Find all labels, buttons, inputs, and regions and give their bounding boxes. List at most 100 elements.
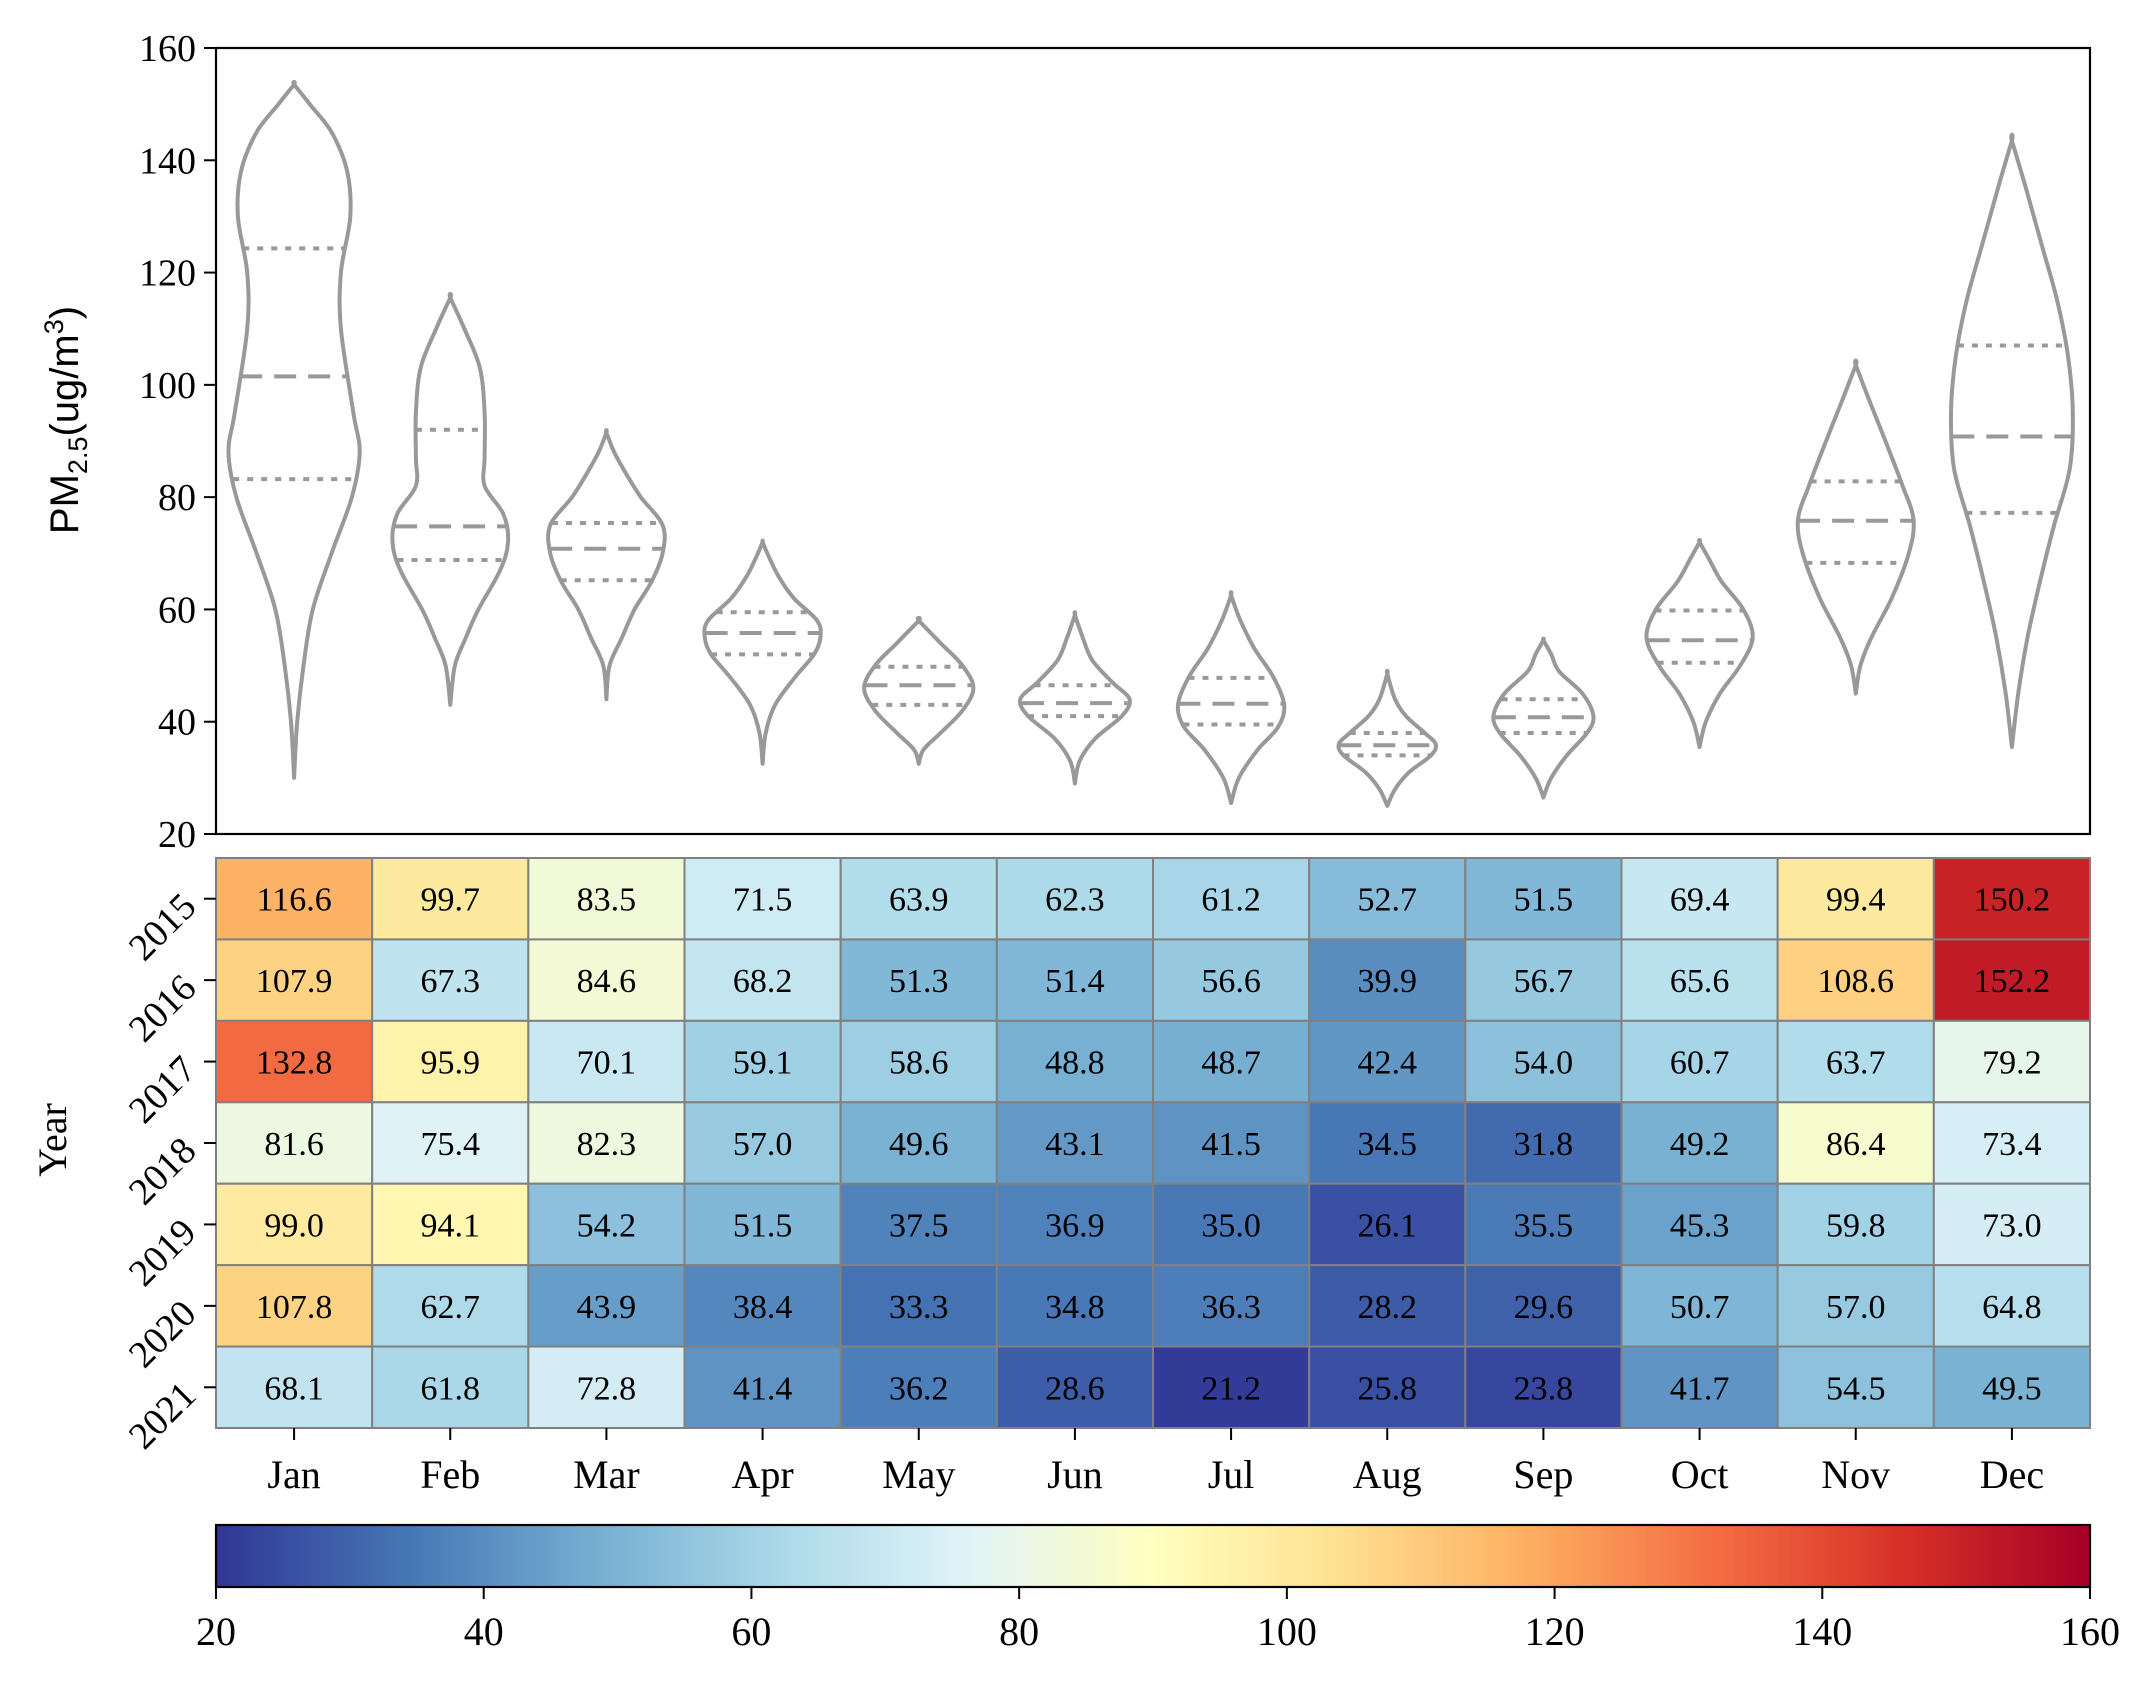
- heatmap-cell: [371, 1264, 530, 1348]
- heatmap-cell-label: 99.7: [421, 882, 481, 919]
- heatmap-cell-label: 49.6: [889, 1126, 949, 1163]
- heatmap-cell: [839, 938, 998, 1022]
- heatmap-cell: [683, 857, 842, 941]
- colorbar-tick-label: 20: [196, 1609, 236, 1654]
- heatmap-y-tick-label: 2017: [121, 1048, 204, 1131]
- heatmap-cell-label: 31.8: [1514, 1126, 1574, 1163]
- violin-nov: [1795, 358, 1916, 696]
- violin-y-tick-label: 40: [158, 702, 196, 744]
- violin-may: [862, 615, 976, 766]
- heatmap-cell: [527, 938, 686, 1022]
- heatmap-x-tick-label: Apr: [731, 1452, 793, 1497]
- heatmap-cell-label: 49.5: [1982, 1370, 2042, 1407]
- heatmap-cell: [527, 1019, 686, 1104]
- violin-y-tick-label: 60: [158, 589, 196, 631]
- heatmap-cell: [215, 1182, 374, 1267]
- heatmap-x-tick-label: Feb: [420, 1452, 480, 1497]
- heatmap-cell-label: 49.2: [1670, 1126, 1730, 1163]
- heatmap-cell-label: 51.3: [889, 963, 949, 1000]
- violin-body: [862, 615, 976, 766]
- heatmap-y-tick-label: 2018: [121, 1130, 204, 1213]
- heatmap-cell: [1464, 1264, 1623, 1348]
- violin-feb: [390, 291, 511, 707]
- heatmap-cell: [1932, 1264, 2092, 1348]
- heatmap-cell-label: 57.0: [733, 1126, 793, 1163]
- heatmap-cell-label: 41.5: [1201, 1126, 1261, 1163]
- violin-y-tick-label: 120: [139, 253, 196, 295]
- heatmap-cell-label: 99.0: [264, 1207, 324, 1244]
- violin-body: [1017, 610, 1132, 786]
- violin-plots: [226, 80, 2075, 808]
- heatmap-cell-label: 41.7: [1670, 1370, 1730, 1407]
- violin-body: [546, 428, 667, 702]
- heatmap-cell: [1152, 857, 1311, 941]
- heatmap-cell-label: 63.7: [1826, 1045, 1886, 1082]
- heatmap-cell-label: 79.2: [1982, 1045, 2042, 1082]
- colorbar-tick-label: 120: [1525, 1609, 1585, 1654]
- heatmap-cell: [1932, 1019, 2092, 1104]
- heatmap-cell-label: 48.7: [1201, 1045, 1261, 1082]
- heatmap-cell-label: 28.2: [1358, 1289, 1418, 1326]
- heatmap-cell-label: 43.9: [577, 1289, 637, 1326]
- heatmap-x-tick-label: Jun: [1047, 1452, 1103, 1497]
- heatmap-cell: [839, 1101, 998, 1185]
- heatmap-cell-label: 81.6: [264, 1126, 324, 1163]
- heatmap-cell-label: 29.6: [1514, 1289, 1574, 1326]
- heatmap-cell-label: 67.3: [421, 963, 481, 1000]
- heatmap-cell-label: 35.5: [1514, 1207, 1574, 1244]
- heatmap-cell-label: 36.3: [1201, 1289, 1261, 1326]
- heatmap-cell: [1308, 1182, 1467, 1267]
- colorbar-tick-label: 100: [1257, 1609, 1317, 1654]
- heatmap-cell-label: 99.4: [1826, 882, 1886, 919]
- heatmap-cell-label: 42.4: [1358, 1045, 1418, 1082]
- heatmap-cell-label: 23.8: [1514, 1370, 1574, 1407]
- heatmap-cell-label: 28.6: [1045, 1370, 1105, 1407]
- heatmap-cell-label: 69.4: [1670, 882, 1730, 919]
- heatmap-cell-label: 26.1: [1358, 1207, 1418, 1244]
- violin-y-axis-label: PM2.5(ug/m3): [39, 306, 93, 534]
- heatmap-cell: [839, 1264, 998, 1348]
- heatmap-y-tick-label: 2019: [121, 1211, 204, 1294]
- heatmap-cell-label: 63.9: [889, 882, 949, 919]
- heatmap-cell-label: 45.3: [1670, 1207, 1730, 1244]
- heatmap-cell-label: 82.3: [577, 1126, 637, 1163]
- heatmap-cell-label: 83.5: [577, 882, 637, 919]
- heatmap-cell-label: 73.0: [1982, 1207, 2042, 1244]
- heatmap-cell: [995, 857, 1154, 941]
- heatmap-x-tick-label: Aug: [1353, 1452, 1422, 1497]
- heatmap-cell-label: 65.6: [1670, 963, 1730, 1000]
- heatmap-cell: [1308, 1101, 1467, 1185]
- heatmap-x-tick-label: Jul: [1208, 1452, 1255, 1497]
- heatmap-cell-label: 59.8: [1826, 1207, 1886, 1244]
- heatmap-cell: [527, 1182, 686, 1267]
- colorbar-tick-label: 60: [731, 1609, 771, 1654]
- violin-body: [1336, 668, 1439, 808]
- heatmap-cell: [683, 1182, 842, 1267]
- colorbar-tick-label: 80: [999, 1609, 1039, 1654]
- violin-body: [1948, 132, 2075, 749]
- heatmap-cell-label: 75.4: [421, 1126, 481, 1163]
- colorbar-ticks: 20 40 60 80 100 120 140 160: [196, 1587, 2120, 1654]
- heatmap-cell-label: 57.0: [1826, 1289, 1886, 1326]
- heatmap-cell-label: 60.7: [1670, 1045, 1730, 1082]
- heatmap-cell-label: 94.1: [421, 1207, 481, 1244]
- heatmap-cell-label: 39.9: [1358, 963, 1418, 1000]
- heatmap-cell-label: 34.5: [1358, 1126, 1418, 1163]
- heatmap-cell-label: 71.5: [733, 882, 793, 919]
- heatmap-cell: [1464, 1182, 1623, 1267]
- heatmap-x-tick-label: May: [882, 1452, 955, 1497]
- heatmap-cell: [1620, 1182, 1779, 1267]
- heatmap-y-tick-label: 2016: [121, 967, 204, 1050]
- heatmap-cell-label: 107.8: [256, 1289, 333, 1326]
- heatmap-cell: [995, 1264, 1154, 1348]
- heatmap-cell-label: 95.9: [421, 1045, 481, 1082]
- heatmap-cell-label: 116.6: [256, 882, 331, 919]
- violin-oct: [1644, 538, 1755, 749]
- violin-y-axis: 20 40 60 80 100 120 140 160: [139, 28, 216, 856]
- heatmap-cell-label: 107.9: [256, 963, 333, 1000]
- heatmap-cell: [1620, 1345, 1779, 1429]
- heatmap-cell: [1308, 857, 1467, 941]
- heatmap-cell-label: 150.2: [1974, 882, 2051, 919]
- violin-jan: [226, 80, 362, 780]
- colorbar-tick-label: 140: [1792, 1609, 1852, 1654]
